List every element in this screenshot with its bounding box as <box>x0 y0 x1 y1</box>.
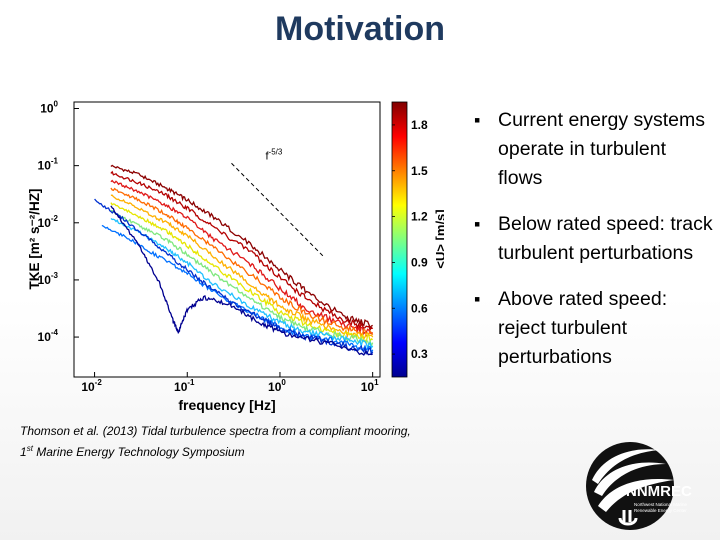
bullet-item: Below rated speed: track turbulent pertu… <box>474 210 714 268</box>
bullet-list: Current energy systems operate in turbul… <box>474 106 714 389</box>
series-line <box>110 205 373 356</box>
caption-ordinal: 1 <box>20 445 27 459</box>
x-tick-label: 100 <box>268 378 286 394</box>
series-line <box>110 209 374 348</box>
x-axis-label: frequency [Hz] <box>178 397 275 413</box>
logo-subtext-1: Northwest National Marine <box>634 502 688 507</box>
series-line <box>110 170 374 332</box>
colorbar-tick-label: 0.9 <box>411 255 428 269</box>
x-tick-label: 101 <box>361 378 379 394</box>
x-tick-label: 10-1 <box>174 378 195 394</box>
caption-line-1: Thomson et al. (2013) Tidal turbulence s… <box>20 424 411 438</box>
reference-slope-line <box>231 162 325 258</box>
colorbar-tick-label: 1.8 <box>411 118 428 132</box>
colorbar-label: <U> [m/s] <box>433 209 444 268</box>
logo-subtext-2: Renewable Energy Center <box>634 508 687 513</box>
x-tick-label: 10-2 <box>81 378 102 394</box>
colorbar <box>391 101 408 378</box>
series-line <box>110 194 374 341</box>
series-line <box>110 202 374 344</box>
series-line <box>110 187 374 337</box>
bullet-item: Current energy systems operate in turbul… <box>474 106 714 193</box>
colorbar-tick-label: 1.2 <box>411 210 428 224</box>
y-axis-label: TKE [m² s⁻²/HZ] <box>27 189 42 290</box>
y-tick-label: 10-1 <box>38 157 59 173</box>
nnmrec-logo: NNMREC Northwest National Marine Renewab… <box>584 440 710 532</box>
series-line <box>94 198 374 356</box>
y-tick-label: 100 <box>40 100 58 116</box>
colorbar-tick-label: 0.6 <box>411 301 428 315</box>
series-line <box>110 164 373 330</box>
colorbar-tick-label: 1.5 <box>411 164 428 178</box>
caption-line-2: 1st Marine Energy Technology Symposium <box>20 440 460 461</box>
figure-caption: Thomson et al. (2013) Tidal turbulence s… <box>20 423 460 461</box>
logo-text: NNMREC <box>626 483 692 500</box>
series-line <box>110 217 374 351</box>
spectra-chart: f-5/3 10-2 10-1 100 10110010-110-210-310-4 … <box>27 100 444 413</box>
spectra-figure: f-5/3 10-2 10-1 100 101 100 10-1 10-2 10-3 10-4 … <box>24 96 444 416</box>
bullet-item: Above rated speed: reject turbulent pert… <box>474 285 714 372</box>
series-line <box>110 179 374 336</box>
colorbar-tick-label: 0.3 <box>411 347 428 361</box>
logo-swirl-icon <box>586 442 674 530</box>
y-tick-label: 10-4 <box>38 328 59 344</box>
caption-event: Marine Energy Technology Symposium <box>32 445 245 459</box>
slide-title: Motivation <box>275 10 445 48</box>
caption-ordinal-suffix: st <box>26 444 33 453</box>
